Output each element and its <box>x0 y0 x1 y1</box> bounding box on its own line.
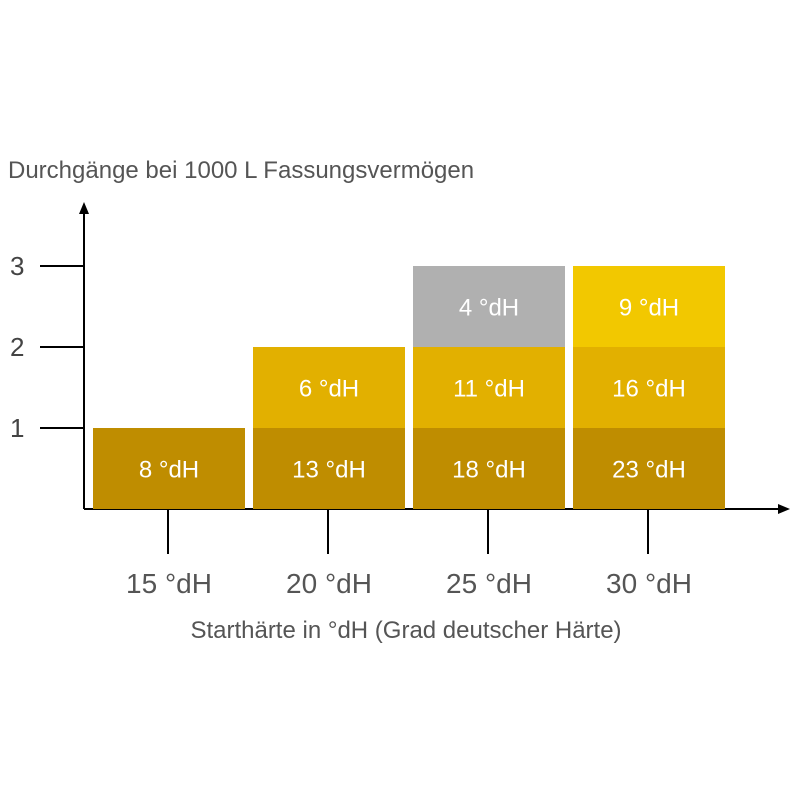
bars: 8 °dH 13 °dH 6 °dH 18 °dH 11 °dH 4 °dH 23 °dH 1… <box>93 266 725 509</box>
bar-segment <box>573 428 725 509</box>
y-axis-arrow <box>79 202 89 214</box>
bar-segment <box>93 428 245 509</box>
bar-segment <box>413 347 565 428</box>
bar-segment <box>573 347 725 428</box>
bar-segment-label: 11 °dH <box>453 376 525 403</box>
bar-segment <box>253 347 405 428</box>
y-axis-label: Durchgänge bei 1000 L Fassungsvermögen <box>8 157 474 184</box>
y-tick-label: 1 <box>10 413 24 443</box>
bar-segment-label: 9 °dH <box>619 295 679 322</box>
y-tick-label: 2 <box>10 332 24 362</box>
bar-segment-label: 16 °dH <box>612 376 686 403</box>
bar-segment-label: 23 °dH <box>612 457 686 484</box>
bar-segment-label: 4 °dH <box>459 295 519 322</box>
bar-segment <box>413 428 565 509</box>
x-ticks: 15 °dH 20 °dH 25 °dH 30 °dH <box>126 509 692 599</box>
bar-segment <box>253 428 405 509</box>
x-tick-label: 20 °dH <box>286 568 372 599</box>
bar-segment <box>413 266 565 347</box>
bar-segment-label: 6 °dH <box>299 376 359 403</box>
bar-segment <box>573 266 725 347</box>
x-tick-label: 30 °dH <box>606 568 692 599</box>
x-axis-arrow <box>778 504 790 514</box>
x-tick-label: 15 °dH <box>126 568 212 599</box>
bar-segment-label: 13 °dH <box>292 457 366 484</box>
x-tick-label: 25 °dH <box>446 568 532 599</box>
bar-segment-label: 18 °dH <box>452 457 526 484</box>
y-ticks: 1 2 3 <box>10 251 84 443</box>
x-axis-label: Starthärte in °dH (Grad deutscher Härte) <box>190 617 621 644</box>
bar-segment-label: 8 °dH <box>139 457 199 484</box>
y-tick-label: 3 <box>10 251 24 281</box>
